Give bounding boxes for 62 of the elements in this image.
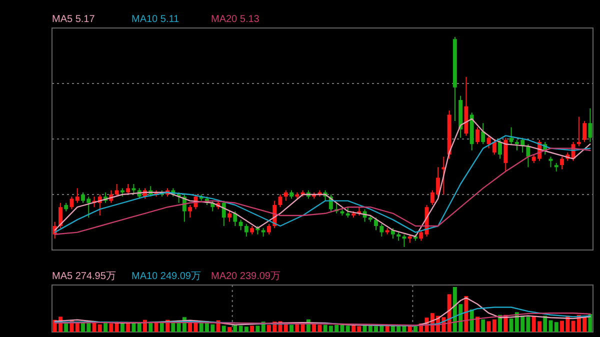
- bar: [295, 324, 300, 332]
- candlestick: [498, 139, 502, 160]
- candlestick: [126, 184, 130, 195]
- bar: [143, 320, 147, 332]
- candlestick: [346, 206, 350, 218]
- bar: [171, 322, 176, 332]
- candlestick: [560, 156, 564, 170]
- candlestick: [266, 223, 271, 235]
- text: MA10 249.09万: [132, 271, 201, 282]
- candlestick: [75, 188, 80, 204]
- bar: [346, 326, 350, 332]
- text: MA10 5.11: [132, 14, 180, 25]
- candlestick: [582, 120, 587, 142]
- candlestick: [188, 204, 192, 218]
- bar: [109, 323, 114, 332]
- bar: [120, 323, 124, 332]
- bar: [554, 322, 558, 332]
- bar: [104, 322, 108, 332]
- candlestick: [476, 126, 480, 145]
- candlestick: [244, 223, 248, 237]
- candlestick: [504, 137, 508, 172]
- candlestick: [402, 234, 406, 248]
- candlestick: [222, 200, 226, 226]
- bar: [98, 324, 102, 332]
- candlestick: [588, 108, 592, 142]
- candlestick: [481, 122, 486, 145]
- text: MA20 239.09万: [211, 271, 280, 282]
- text: MA5 5.17: [52, 14, 96, 25]
- candlestick: [380, 223, 384, 237]
- text: MA5 274.95万: [52, 271, 116, 282]
- bar: [492, 319, 496, 332]
- bar: [132, 323, 136, 332]
- bar: [385, 326, 390, 332]
- bar: [114, 323, 119, 332]
- bar: [250, 326, 254, 332]
- bar: [160, 322, 164, 332]
- bar: [476, 316, 480, 332]
- bar: [148, 323, 153, 332]
- candlestick: [419, 230, 424, 242]
- bar: [543, 316, 548, 332]
- candlestick: [228, 210, 232, 222]
- candlestick: [284, 190, 288, 202]
- candlestick: [58, 202, 62, 229]
- candlestick: [374, 217, 378, 231]
- bar: [290, 324, 294, 332]
- bar: [228, 327, 232, 332]
- candlestick: [238, 219, 243, 231]
- bar: [233, 324, 238, 332]
- bar: [256, 326, 260, 332]
- bar: [486, 321, 491, 332]
- bar: [481, 319, 486, 332]
- candlestick: [442, 156, 446, 195]
- candlestick: [509, 126, 514, 145]
- text: MA20 5.13: [211, 14, 260, 25]
- candlestick: [114, 184, 119, 198]
- bar: [222, 326, 226, 332]
- bar: [414, 326, 418, 332]
- candlestick: [132, 184, 136, 195]
- candlestick: [576, 116, 581, 147]
- candlestick: [492, 139, 496, 156]
- candlestick: [233, 210, 238, 226]
- bar: [284, 324, 288, 332]
